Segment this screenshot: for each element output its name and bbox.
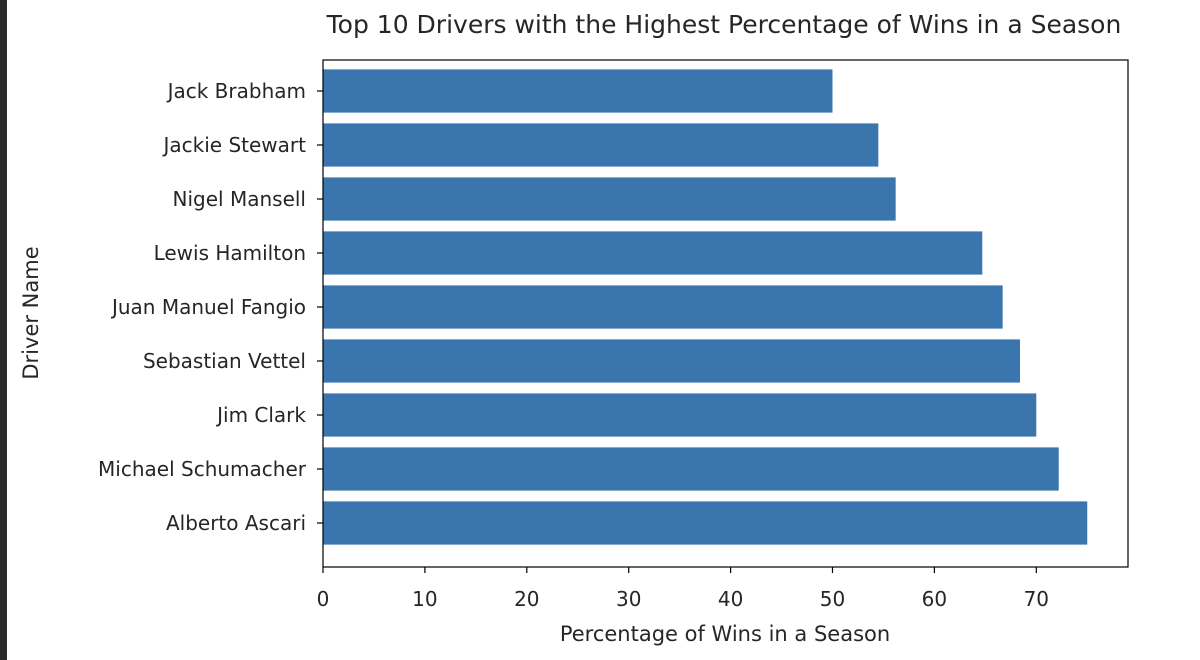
- x-axis-label: Percentage of Wins in a Season: [560, 622, 890, 646]
- x-tick-label: 70: [1024, 587, 1049, 611]
- y-tick-label: Michael Schumacher: [98, 457, 307, 481]
- bar: [323, 177, 896, 221]
- y-tick-label: Alberto Ascari: [166, 511, 306, 535]
- y-tick-label: Jackie Stewart: [162, 133, 307, 157]
- y-tick-label: Jim Clark: [215, 403, 306, 427]
- bar: [323, 123, 879, 167]
- x-tick-label: 10: [412, 587, 437, 611]
- y-tick-label: Juan Manuel Fangio: [110, 295, 306, 319]
- x-tick-label: 40: [718, 587, 743, 611]
- x-tick-label: 30: [616, 587, 641, 611]
- x-tick-label: 20: [514, 587, 539, 611]
- y-tick-label: Jack Brabham: [166, 79, 306, 103]
- window-edge-strip: [0, 0, 7, 660]
- y-tick-label: Nigel Mansell: [173, 187, 306, 211]
- bar: [323, 501, 1088, 545]
- chart-title: Top 10 Drivers with the Highest Percenta…: [326, 10, 1122, 39]
- bar: [323, 285, 1003, 329]
- y-axis-ticks: Alberto Ascari Michael Schumacher Jim Clar…: [98, 79, 323, 535]
- y-tick-label: Lewis Hamilton: [154, 241, 306, 265]
- x-axis-ticks: 0 10 20 30 40 50 60 70: [317, 567, 1049, 611]
- x-tick-label: 50: [820, 587, 845, 611]
- y-axis-label: Driver Name: [19, 246, 43, 379]
- plot-frame: [322, 59, 1129, 568]
- bar: [323, 69, 833, 113]
- bar: [323, 447, 1059, 491]
- x-tick-label: 60: [922, 587, 947, 611]
- bar: [323, 393, 1037, 437]
- bars-group: [323, 69, 1088, 545]
- y-tick-label: Sebastian Vettel: [143, 349, 306, 373]
- x-tick-label: 0: [317, 587, 330, 611]
- bar: [323, 339, 1020, 383]
- bar: [323, 231, 983, 275]
